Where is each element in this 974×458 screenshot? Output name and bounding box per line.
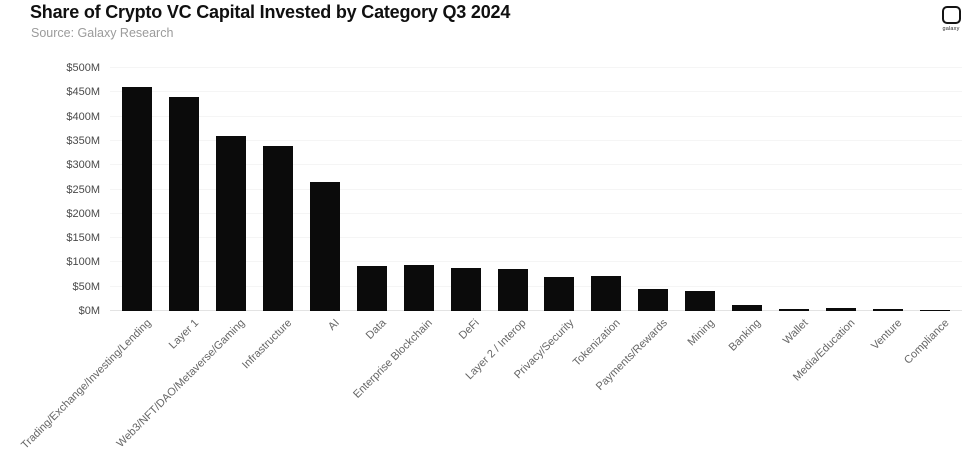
bar xyxy=(685,291,716,311)
bar-cell: Trading/Exchange/Investing/Lending xyxy=(19,68,161,451)
y-axis-tick-label: $450M xyxy=(66,86,100,99)
x-axis-category-label: Mining xyxy=(685,317,717,349)
gridline xyxy=(110,115,962,117)
bar-cell: Compliance xyxy=(902,68,958,367)
gridline xyxy=(110,237,962,239)
bar xyxy=(356,265,387,311)
galaxy-logo-icon xyxy=(941,6,961,24)
bar-cell: Media/Education xyxy=(791,68,864,383)
y-axis-tick-label: $500M xyxy=(66,62,100,74)
bar-chart-plot-area: $0M $50M $100M $150M $200M $250M $300M $350M $40… xyxy=(19,62,962,451)
bar xyxy=(591,275,622,311)
bar-cell: Layer 2 / Interop xyxy=(464,68,536,382)
bar-cell: Infrastructure xyxy=(240,68,302,371)
y-axis-tick-label: $250M xyxy=(66,183,100,196)
bar-cell: AI xyxy=(302,68,349,333)
bar xyxy=(450,268,481,311)
bar xyxy=(919,310,950,311)
x-axis-category-label: Wallet xyxy=(780,317,811,347)
x-axis-category-label: Banking xyxy=(726,317,764,354)
x-axis-category-label: Compliance xyxy=(901,317,952,367)
bar-cell: Wallet xyxy=(770,68,817,347)
x-axis-category-label: AI xyxy=(325,317,342,333)
gridline xyxy=(110,285,962,287)
source-caption: Source: Galaxy Research xyxy=(31,26,174,40)
y-axis-tick-label: $300M xyxy=(66,159,100,172)
bar-cell: Banking xyxy=(724,68,771,354)
bar-cell: Enterprise Blockchain xyxy=(352,68,442,401)
x-axis-category-label: Enterprise Blockchain xyxy=(351,317,436,401)
x-axis-category-label: DeFi xyxy=(457,317,483,342)
y-axis-tick-label: $0M xyxy=(78,305,100,317)
bar-cell: Mining xyxy=(677,68,724,348)
bar-cell: DeFi xyxy=(442,68,489,342)
y-axis-tick-label: $50M xyxy=(72,280,100,293)
x-axis-baseline xyxy=(110,310,962,311)
gridline xyxy=(110,261,962,263)
gridline xyxy=(110,188,962,190)
x-axis-category-label: Data xyxy=(363,317,389,342)
bar xyxy=(403,264,434,311)
y-axis-tick-label: $150M xyxy=(66,232,100,245)
bar xyxy=(544,276,575,311)
bar-cell: Layer 1 xyxy=(161,68,208,351)
bar xyxy=(497,268,528,311)
gridline xyxy=(110,67,962,68)
bar xyxy=(825,307,856,311)
galaxy-logo-wordmark: galaxy xyxy=(942,26,960,32)
y-axis-tick-label: $100M xyxy=(66,256,100,269)
bar xyxy=(122,87,153,311)
bar-cell: Payments/Rewards xyxy=(594,68,677,393)
bar xyxy=(310,182,340,311)
x-axis-category-label: Venture xyxy=(868,317,905,353)
page-title: Share of Crypto VC Capital Invested by C… xyxy=(30,2,511,22)
y-axis-tick-label: $350M xyxy=(66,134,100,147)
gridline xyxy=(110,139,962,141)
x-axis-category-label: Tokenization xyxy=(571,317,623,369)
galaxy-logo: galaxy xyxy=(934,6,968,32)
bars-row: Trading/Exchange/Investing/Lending Layer … xyxy=(19,68,962,451)
gridline xyxy=(110,164,962,166)
x-axis-category-label: Infrastructure xyxy=(240,317,295,372)
bar xyxy=(216,136,247,311)
bar xyxy=(872,308,903,311)
bar xyxy=(732,305,763,311)
y-axis-tick-label: $200M xyxy=(66,207,100,220)
bar-cell: Venture xyxy=(864,68,911,352)
bar-cell: Web3/NFT/DAO/Metaverse/Gaming xyxy=(115,68,255,450)
bar-cell: Privacy/Security xyxy=(512,68,583,381)
gridline xyxy=(110,91,962,93)
bar xyxy=(638,288,669,311)
x-axis-category-label: Layer 1 xyxy=(166,317,201,352)
gridline xyxy=(110,212,962,214)
bar-cell: Data xyxy=(348,68,395,342)
bar xyxy=(263,145,294,311)
bar-cell: Tokenization xyxy=(571,68,630,369)
bar xyxy=(169,97,200,311)
bar xyxy=(778,308,809,311)
y-axis-tick-label: $400M xyxy=(66,110,100,123)
